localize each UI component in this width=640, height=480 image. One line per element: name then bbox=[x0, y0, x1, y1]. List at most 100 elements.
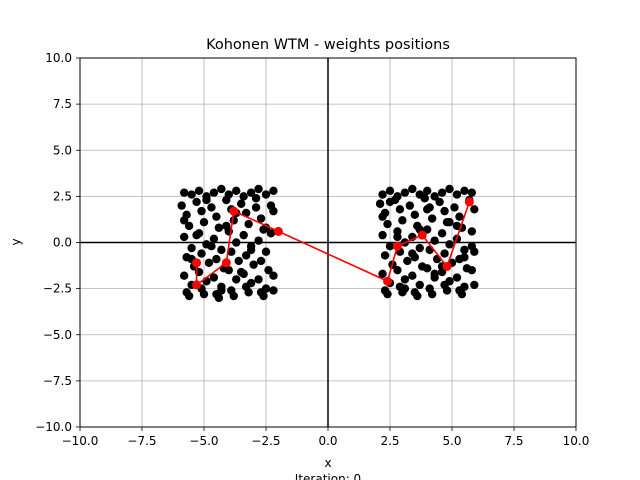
data-point bbox=[197, 249, 206, 258]
y-tick-label: 0.0 bbox=[53, 236, 72, 250]
data-point bbox=[385, 197, 395, 207]
data-point bbox=[430, 269, 439, 279]
data-point bbox=[224, 265, 233, 275]
data-point bbox=[410, 210, 419, 220]
data-point bbox=[232, 186, 241, 196]
weight-nodes bbox=[192, 197, 474, 290]
data-point bbox=[393, 232, 402, 242]
data-point bbox=[254, 184, 263, 194]
data-point bbox=[400, 188, 410, 197]
data-point bbox=[450, 203, 459, 212]
data-point bbox=[269, 271, 278, 280]
data-point bbox=[244, 219, 253, 229]
data-point bbox=[413, 291, 422, 301]
data-point bbox=[430, 192, 439, 201]
data-point bbox=[460, 186, 469, 196]
data-point bbox=[214, 293, 224, 303]
data-point bbox=[214, 223, 224, 232]
data-point bbox=[269, 206, 278, 216]
data-point bbox=[256, 214, 266, 223]
data-point bbox=[222, 195, 231, 205]
data-point bbox=[177, 201, 186, 210]
weight-node bbox=[192, 280, 202, 290]
data-point bbox=[179, 271, 189, 280]
data-point bbox=[408, 184, 417, 194]
data-point bbox=[251, 203, 261, 212]
y-tick-label: −10.0 bbox=[35, 420, 72, 434]
data-point bbox=[423, 264, 432, 273]
data-point bbox=[179, 188, 189, 197]
data-point bbox=[460, 253, 469, 262]
data-point bbox=[415, 243, 424, 253]
data-point bbox=[207, 241, 216, 251]
data-point bbox=[375, 199, 385, 208]
data-point bbox=[254, 275, 263, 284]
x-tick-label: 7.5 bbox=[504, 434, 523, 448]
x-tick-label: 5.0 bbox=[442, 434, 461, 448]
data-point bbox=[393, 265, 402, 275]
data-point bbox=[395, 205, 405, 214]
data-point bbox=[199, 218, 209, 227]
weight-node bbox=[464, 197, 474, 207]
weight-node bbox=[392, 241, 402, 251]
data-point bbox=[184, 221, 194, 231]
data-point bbox=[445, 184, 454, 194]
data-point bbox=[246, 188, 256, 197]
data-point bbox=[452, 273, 462, 282]
x-tick-label: −2.5 bbox=[251, 434, 280, 448]
data-point bbox=[470, 280, 479, 290]
data-point bbox=[254, 236, 263, 245]
chart-title: Kohonen WTM - weights positions bbox=[206, 37, 450, 53]
data-point bbox=[207, 203, 216, 212]
axis-ticks: −10.0 −7.5 −5.0 −2.5 0.0 2.5 5.0 7.5 10.0 −10.0 −7… bbox=[35, 51, 589, 448]
weight-connection-line bbox=[195, 201, 471, 287]
weight-node bbox=[192, 258, 202, 268]
data-point bbox=[432, 254, 442, 264]
x-tick-label: 2.5 bbox=[380, 434, 399, 448]
data-point bbox=[440, 206, 449, 216]
x-tick-label: −7.5 bbox=[127, 434, 156, 448]
x-tick-label: 10.0 bbox=[563, 434, 590, 448]
data-point bbox=[229, 216, 238, 225]
data-point bbox=[467, 188, 477, 197]
data-point bbox=[380, 251, 390, 260]
data-point bbox=[423, 186, 432, 196]
data-point bbox=[194, 186, 204, 196]
data-point bbox=[385, 186, 395, 196]
data-point bbox=[202, 195, 211, 205]
data-point bbox=[232, 238, 241, 247]
data-point bbox=[259, 291, 268, 301]
data-point bbox=[197, 206, 206, 216]
data-point bbox=[378, 212, 387, 221]
data-point bbox=[234, 256, 243, 266]
data-point bbox=[385, 241, 395, 251]
data-point bbox=[237, 199, 246, 208]
data-point bbox=[455, 212, 464, 221]
weight-node bbox=[229, 206, 239, 216]
data-point bbox=[192, 230, 201, 240]
data-point bbox=[440, 249, 449, 258]
data-point bbox=[470, 205, 479, 214]
weight-node bbox=[221, 258, 231, 268]
data-point bbox=[400, 275, 410, 284]
data-points bbox=[177, 184, 479, 303]
data-point bbox=[209, 273, 219, 282]
iteration-footer: Iteration: 0 bbox=[295, 472, 361, 480]
data-point bbox=[408, 249, 417, 258]
data-point bbox=[460, 245, 469, 255]
y-tick-label: 10.0 bbox=[45, 51, 72, 65]
data-point bbox=[427, 214, 437, 223]
data-point bbox=[199, 289, 209, 299]
data-point bbox=[204, 258, 214, 267]
y-tick-label: 2.5 bbox=[53, 189, 72, 203]
data-point bbox=[212, 254, 221, 264]
data-point bbox=[269, 186, 278, 196]
data-point bbox=[457, 289, 467, 299]
data-point bbox=[239, 192, 248, 201]
data-point bbox=[400, 284, 410, 293]
y-tick-label: −7.5 bbox=[43, 374, 72, 388]
data-point bbox=[264, 265, 273, 275]
data-point bbox=[452, 221, 462, 231]
data-point bbox=[423, 205, 432, 214]
y-tick-label: −5.0 bbox=[43, 328, 72, 342]
